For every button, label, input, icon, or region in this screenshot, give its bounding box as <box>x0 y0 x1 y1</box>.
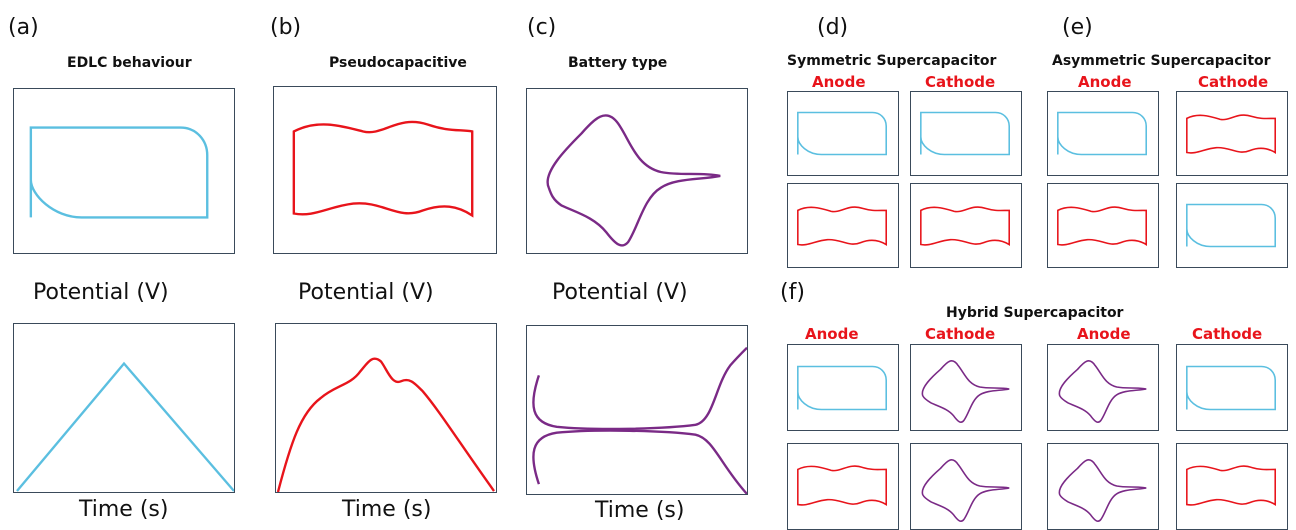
pseudo-gcd-curve <box>276 357 495 492</box>
edlc-gcd-plot <box>13 323 235 493</box>
panel-a-title: EDLC behaviour <box>67 55 192 71</box>
symmetric-cathode-cv-1 <box>910 91 1022 176</box>
battery-gcd-charge-curve <box>532 346 747 431</box>
panel-c-cv-xlabel: Potential (V) <box>552 280 688 305</box>
panel-f-anode-label-2: Anode <box>1077 325 1131 343</box>
panel-d-anode-label: Anode <box>812 73 866 91</box>
edlc-cv-plot <box>13 88 235 254</box>
hybrid-anode-cv-3 <box>787 443 899 530</box>
panel-d-title: Symmetric Supercapacitor <box>787 53 997 69</box>
panel-e-cathode-label: Cathode <box>1198 73 1269 91</box>
panel-f-title: Hybrid Supercapacitor <box>946 305 1124 321</box>
panel-e-anode-label: Anode <box>1078 73 1132 91</box>
battery-gcd-plot <box>526 325 748 495</box>
hybrid-anode-cv-2 <box>1047 344 1159 431</box>
panel-f-anode-label-1: Anode <box>805 325 859 343</box>
symmetric-anode-cv-2 <box>787 183 899 268</box>
symmetric-cathode-cv-2 <box>910 183 1022 268</box>
hybrid-cathode-cv-2 <box>1176 344 1288 431</box>
battery-cv-plot <box>526 88 748 254</box>
panel-f-cathode-label-2: Cathode <box>1192 325 1263 343</box>
asymmetric-cathode-cv-2 <box>1176 183 1288 268</box>
asymmetric-anode-cv-2 <box>1047 183 1159 268</box>
panel-d-letter: (d) <box>817 15 849 40</box>
panel-b-title: Pseudocapacitive <box>329 55 467 71</box>
hybrid-cathode-cv-4 <box>1176 443 1288 530</box>
battery-gcd-discharge-curve <box>532 429 747 494</box>
pseudo-cv-curve <box>292 120 474 218</box>
symmetric-anode-cv-1 <box>787 91 899 176</box>
panel-b-cv-xlabel: Potential (V) <box>298 280 434 305</box>
panel-f-letter: (f) <box>780 280 805 305</box>
panel-a-letter: (a) <box>8 15 39 40</box>
panel-f-cathode-label-1: Cathode <box>925 325 996 343</box>
edlc-cv-curve <box>29 126 209 219</box>
pseudo-gcd-plot <box>275 323 497 493</box>
panel-d-cathode-label: Cathode <box>925 73 996 91</box>
panel-b-gcd-xlabel: Time (s) <box>342 497 432 522</box>
panel-a-cv-xlabel: Potential (V) <box>33 280 169 305</box>
pseudo-cv-plot <box>273 86 497 254</box>
asymmetric-cathode-cv-1 <box>1176 91 1288 176</box>
edlc-gcd-curve <box>16 361 234 492</box>
panel-e-letter: (e) <box>1062 15 1093 40</box>
hybrid-anode-cv-4 <box>1047 443 1159 530</box>
panel-c-letter: (c) <box>527 15 557 40</box>
hybrid-cathode-cv-1 <box>910 344 1022 431</box>
panel-c-gcd-xlabel: Time (s) <box>595 498 685 523</box>
battery-cv-curve <box>546 114 721 247</box>
asymmetric-anode-cv-1 <box>1047 91 1159 176</box>
panel-e-title: Asymmetric Supercapacitor <box>1052 53 1271 69</box>
hybrid-cathode-cv-3 <box>910 443 1022 530</box>
panel-b-letter: (b) <box>270 15 302 40</box>
panel-c-title: Battery type <box>568 55 668 71</box>
hybrid-anode-cv-1 <box>787 344 899 431</box>
panel-a-gcd-xlabel: Time (s) <box>79 497 169 522</box>
